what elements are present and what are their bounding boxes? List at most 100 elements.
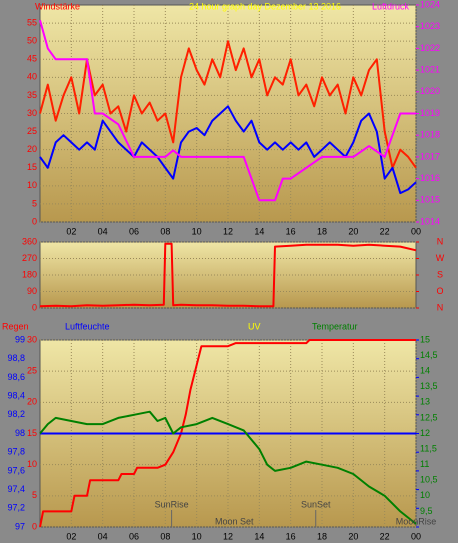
y-tick-label: 10 (27, 459, 37, 469)
y3-tick-label: 10,5 (420, 475, 438, 485)
x-tick-label: 08 (160, 226, 170, 236)
x-tick-label: 14 (254, 226, 264, 236)
y2-tick-label: 1024 (420, 0, 440, 9)
y2-tick-label: 98 (15, 428, 25, 438)
y3-tick-label: 15 (420, 334, 430, 344)
y-tick-label: 15 (27, 162, 37, 172)
y-tick-label: 5 (32, 198, 37, 208)
y3-tick-label: 10 (420, 490, 430, 500)
annotation: MoonRise (396, 516, 437, 526)
x-tick-label: 10 (192, 531, 202, 541)
plot-area (39, 241, 417, 309)
x-tick-label: 10 (192, 226, 202, 236)
y-tick-label: 35 (27, 90, 37, 100)
y-tick-label: 0 (32, 302, 37, 312)
x-tick-label: 22 (380, 531, 390, 541)
y2-tick-label: 97,6 (7, 465, 25, 475)
x-tick-label: 16 (286, 226, 296, 236)
y3-tick-label: 13,5 (420, 381, 438, 391)
x-tick-label: 16 (286, 531, 296, 541)
y3-tick-label: 12,5 (420, 412, 438, 422)
y-axis-label: Windstärke (35, 1, 80, 11)
y-tick-label: 30 (27, 108, 37, 118)
x-tick-label: 18 (317, 226, 327, 236)
chart-title: 24 hour graph day Dezember 13 2016 (189, 1, 341, 11)
y-tick-label: 90 (27, 286, 37, 296)
y2-tick-label: 97,2 (7, 503, 25, 513)
y2-tick-label: 1023 (420, 21, 440, 31)
y-tick-label: 15 (27, 428, 37, 438)
series-line (39, 410, 417, 525)
y2-axis-label: Luftfeuchte (65, 321, 110, 331)
y3-tick-label: 14 (420, 366, 430, 376)
y2-tick-label: 97,8 (7, 447, 25, 457)
y2-tick-label: 1019 (420, 108, 440, 118)
x-tick-label: 20 (348, 531, 358, 541)
y-tick-label: 25 (27, 126, 37, 136)
y-tick-label: 20 (27, 397, 37, 407)
x-tick-label: 12 (223, 531, 233, 541)
y2-tick-label: S (437, 269, 443, 279)
y2-tick-label: N (437, 302, 444, 312)
x-tick-label: 02 (66, 226, 76, 236)
series-line (39, 19, 416, 202)
series-line (39, 40, 417, 169)
y-tick-label: 50 (27, 36, 37, 46)
y-axis-label: Regen (2, 321, 29, 331)
x-tick-label: 04 (98, 531, 108, 541)
x-tick-label: 12 (223, 226, 233, 236)
y3-axis-label: Temperatur (312, 321, 358, 331)
series-line (39, 339, 416, 528)
annotation: SunRise (155, 499, 189, 509)
y-tick-label: 0 (32, 521, 37, 531)
uv-label: UV (248, 321, 261, 331)
x-tick-label: 20 (348, 226, 358, 236)
y-tick-label: 0 (32, 216, 37, 226)
y2-tick-label: 1015 (420, 195, 440, 205)
y-tick-label: 10 (27, 180, 37, 190)
y3-tick-label: 11 (420, 459, 429, 469)
y2-tick-label: W (436, 253, 445, 263)
x-tick-label: 00 (411, 226, 421, 236)
y2-tick-label: 1020 (420, 86, 440, 96)
y2-tick-label: 1018 (420, 130, 440, 140)
y2-tick-label: 1017 (420, 151, 440, 161)
y2-tick-label: 1022 (420, 43, 440, 53)
x-tick-label: 14 (254, 531, 264, 541)
y-tick-label: 20 (27, 144, 37, 154)
y-tick-label: 30 (27, 334, 37, 344)
y3-tick-label: 12 (420, 428, 430, 438)
y2-tick-label: 97 (15, 521, 25, 531)
y2-tick-label: 1021 (420, 64, 440, 74)
y3-tick-label: 14,5 (420, 350, 438, 360)
y2-tick-label: 98,2 (7, 409, 25, 419)
y-tick-label: 270 (22, 253, 37, 263)
y-tick-label: 5 (32, 490, 37, 500)
y2-tick-label: 98,8 (7, 353, 25, 363)
y2-tick-label: O (436, 286, 443, 296)
y2-tick-label: 98,6 (7, 372, 25, 382)
y-tick-label: 40 (27, 72, 37, 82)
y2-tick-label: 99 (15, 334, 25, 344)
y-tick-label: 360 (22, 236, 37, 246)
series-line (39, 242, 417, 308)
y-tick-label: 180 (22, 269, 37, 279)
y3-tick-label: 13 (420, 397, 430, 407)
y2-tick-label: N (437, 236, 444, 246)
x-tick-label: 06 (129, 531, 139, 541)
x-tick-label: 22 (380, 226, 390, 236)
y3-tick-label: 11,5 (420, 443, 437, 453)
y-tick-label: 55 (27, 17, 37, 27)
annotation: SunSet (301, 499, 331, 509)
y2-tick-label: 1014 (420, 216, 440, 226)
x-tick-label: 08 (160, 531, 170, 541)
y-tick-label: 25 (27, 366, 37, 376)
annotation: Moon Set (215, 516, 254, 526)
y2-axis-label: Luftdruck (372, 1, 410, 11)
y2-tick-label: 97,4 (7, 484, 25, 494)
series-line (39, 105, 417, 195)
y-tick-label: 45 (27, 54, 37, 64)
x-tick-label: 06 (129, 226, 139, 236)
y2-tick-label: 98,4 (7, 390, 25, 400)
